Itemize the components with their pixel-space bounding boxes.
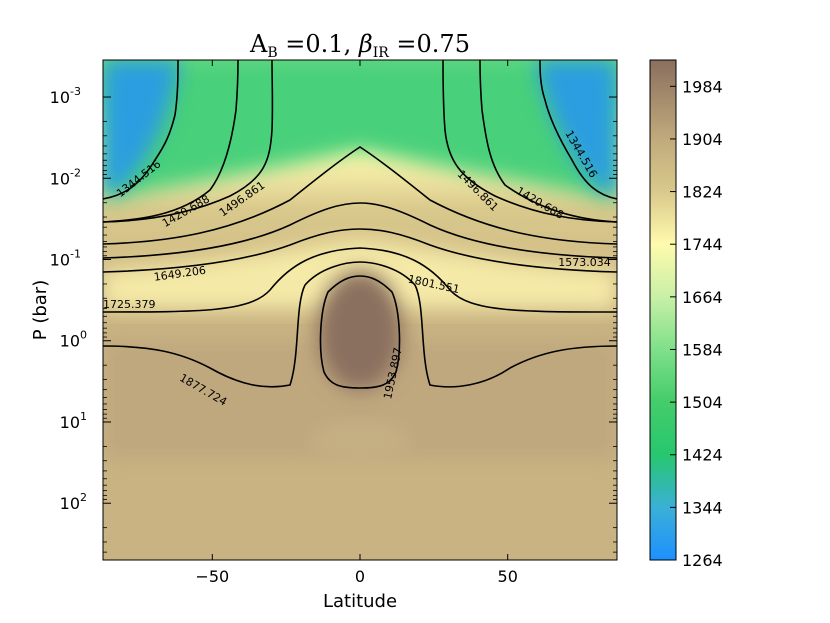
heatmap-blue-cap-right [535, 60, 617, 195]
contour-1420-right [479, 60, 617, 223]
y-tick-label: 101 [60, 410, 87, 432]
y-tick-label: 102 [60, 491, 87, 513]
colorbar-tick-label: 1824 [682, 183, 723, 202]
x-tick-label: 50 [498, 567, 518, 586]
contour-1725 [103, 228, 617, 273]
chart-title: AB =0.1, βIR =0.75 [249, 30, 470, 61]
y-axis-label: P (bar) [30, 280, 51, 340]
x-axis-label: Latitude [323, 591, 397, 612]
x-axis-ticks: −50 0 50 [195, 60, 518, 586]
y-axis-ticks: 10-3 10-2 10-1 100 101 102 [50, 85, 617, 561]
colorbar-frame [649, 59, 677, 561]
heatmap-green-cap [103, 60, 617, 200]
x-tick-label: 0 [355, 567, 365, 586]
colorbar: 1264 1344 1424 1504 1584 1664 1744 1824 1904 1984 [649, 59, 723, 570]
colorbar-ticks: 1264 1344 1424 1504 1584 1664 1744 1824 1904 1984 [670, 77, 723, 570]
y-tick-label: 10-1 [50, 248, 81, 270]
x-tick-label: −50 [195, 567, 229, 586]
contour-label: 1573.034 [558, 256, 611, 269]
colorbar-tick-label: 1424 [682, 446, 723, 465]
contour-1649 [103, 202, 617, 259]
colorbar-gradient [650, 60, 676, 560]
contour-1496-main-right [442, 60, 617, 223]
contour-1344-right [539, 60, 617, 200]
heatmap-deep-lobe [310, 422, 410, 458]
colorbar-tick-label: 1664 [682, 288, 723, 307]
contour-1420-left [103, 60, 239, 223]
colorbar-tick-label: 1264 [682, 551, 723, 570]
heatmap-blue-cap-left [103, 60, 180, 195]
colorbar-tick-label: 1584 [682, 340, 723, 359]
contour-1877 [103, 261, 617, 388]
contour-label: 1725.379 [103, 298, 156, 311]
colorbar-tick-label: 1984 [682, 77, 723, 96]
colorbar-tick-label: 1504 [682, 393, 723, 412]
colorbar-tick-label: 1744 [682, 235, 723, 254]
contour-1496-main [103, 60, 274, 223]
y-tick-label: 100 [60, 329, 87, 351]
colorbar-tick-label: 1904 [682, 130, 723, 149]
contour-lines [103, 60, 617, 389]
contour-1801 [103, 247, 617, 313]
contour-1344-left [103, 60, 179, 200]
contour-1573 [103, 146, 617, 245]
colorbar-tick-label: 1344 [682, 498, 723, 517]
y-tick-label: 10-3 [50, 85, 81, 107]
contour-1953 [319, 275, 401, 389]
y-tick-label: 10-2 [50, 166, 81, 188]
heatmap-hot-core [318, 270, 402, 390]
